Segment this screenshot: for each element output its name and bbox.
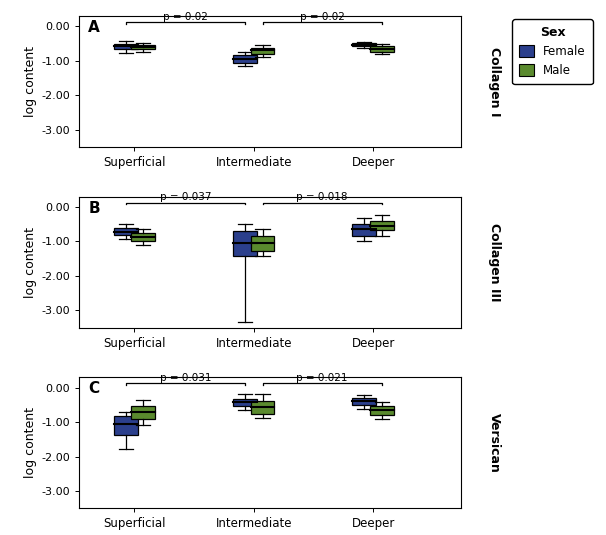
Text: p = 0.037: p = 0.037 — [159, 192, 211, 202]
Bar — [233, 55, 257, 63]
Text: A: A — [88, 20, 100, 35]
Bar — [132, 406, 155, 419]
Bar — [353, 224, 376, 235]
Bar — [370, 221, 394, 231]
Text: B: B — [88, 201, 100, 216]
Bar — [250, 48, 275, 54]
Text: p = 0.021: p = 0.021 — [296, 373, 348, 383]
Bar — [132, 233, 155, 241]
Text: p = 0.018: p = 0.018 — [296, 192, 348, 202]
Bar — [353, 43, 376, 46]
Bar — [114, 44, 138, 49]
Bar — [370, 46, 394, 51]
Legend: Female, Male: Female, Male — [512, 19, 593, 85]
Bar — [233, 231, 257, 256]
Y-axis label: log content: log content — [24, 407, 37, 478]
Bar — [114, 228, 138, 235]
Text: Collagen I: Collagen I — [488, 47, 501, 116]
Text: Collagen III: Collagen III — [488, 223, 501, 301]
Bar — [132, 44, 155, 49]
Text: p = 0.02: p = 0.02 — [163, 12, 208, 21]
Bar — [233, 399, 257, 406]
Text: Versican: Versican — [488, 413, 501, 473]
Text: C: C — [88, 381, 99, 396]
Y-axis label: log content: log content — [24, 227, 37, 297]
Text: p = 0.031: p = 0.031 — [159, 373, 211, 383]
Bar — [353, 398, 376, 405]
Y-axis label: log content: log content — [24, 46, 37, 117]
Bar — [370, 406, 394, 415]
Bar — [250, 401, 275, 414]
Bar — [114, 416, 138, 435]
Text: p = 0.02: p = 0.02 — [300, 12, 345, 21]
Bar — [250, 236, 275, 251]
